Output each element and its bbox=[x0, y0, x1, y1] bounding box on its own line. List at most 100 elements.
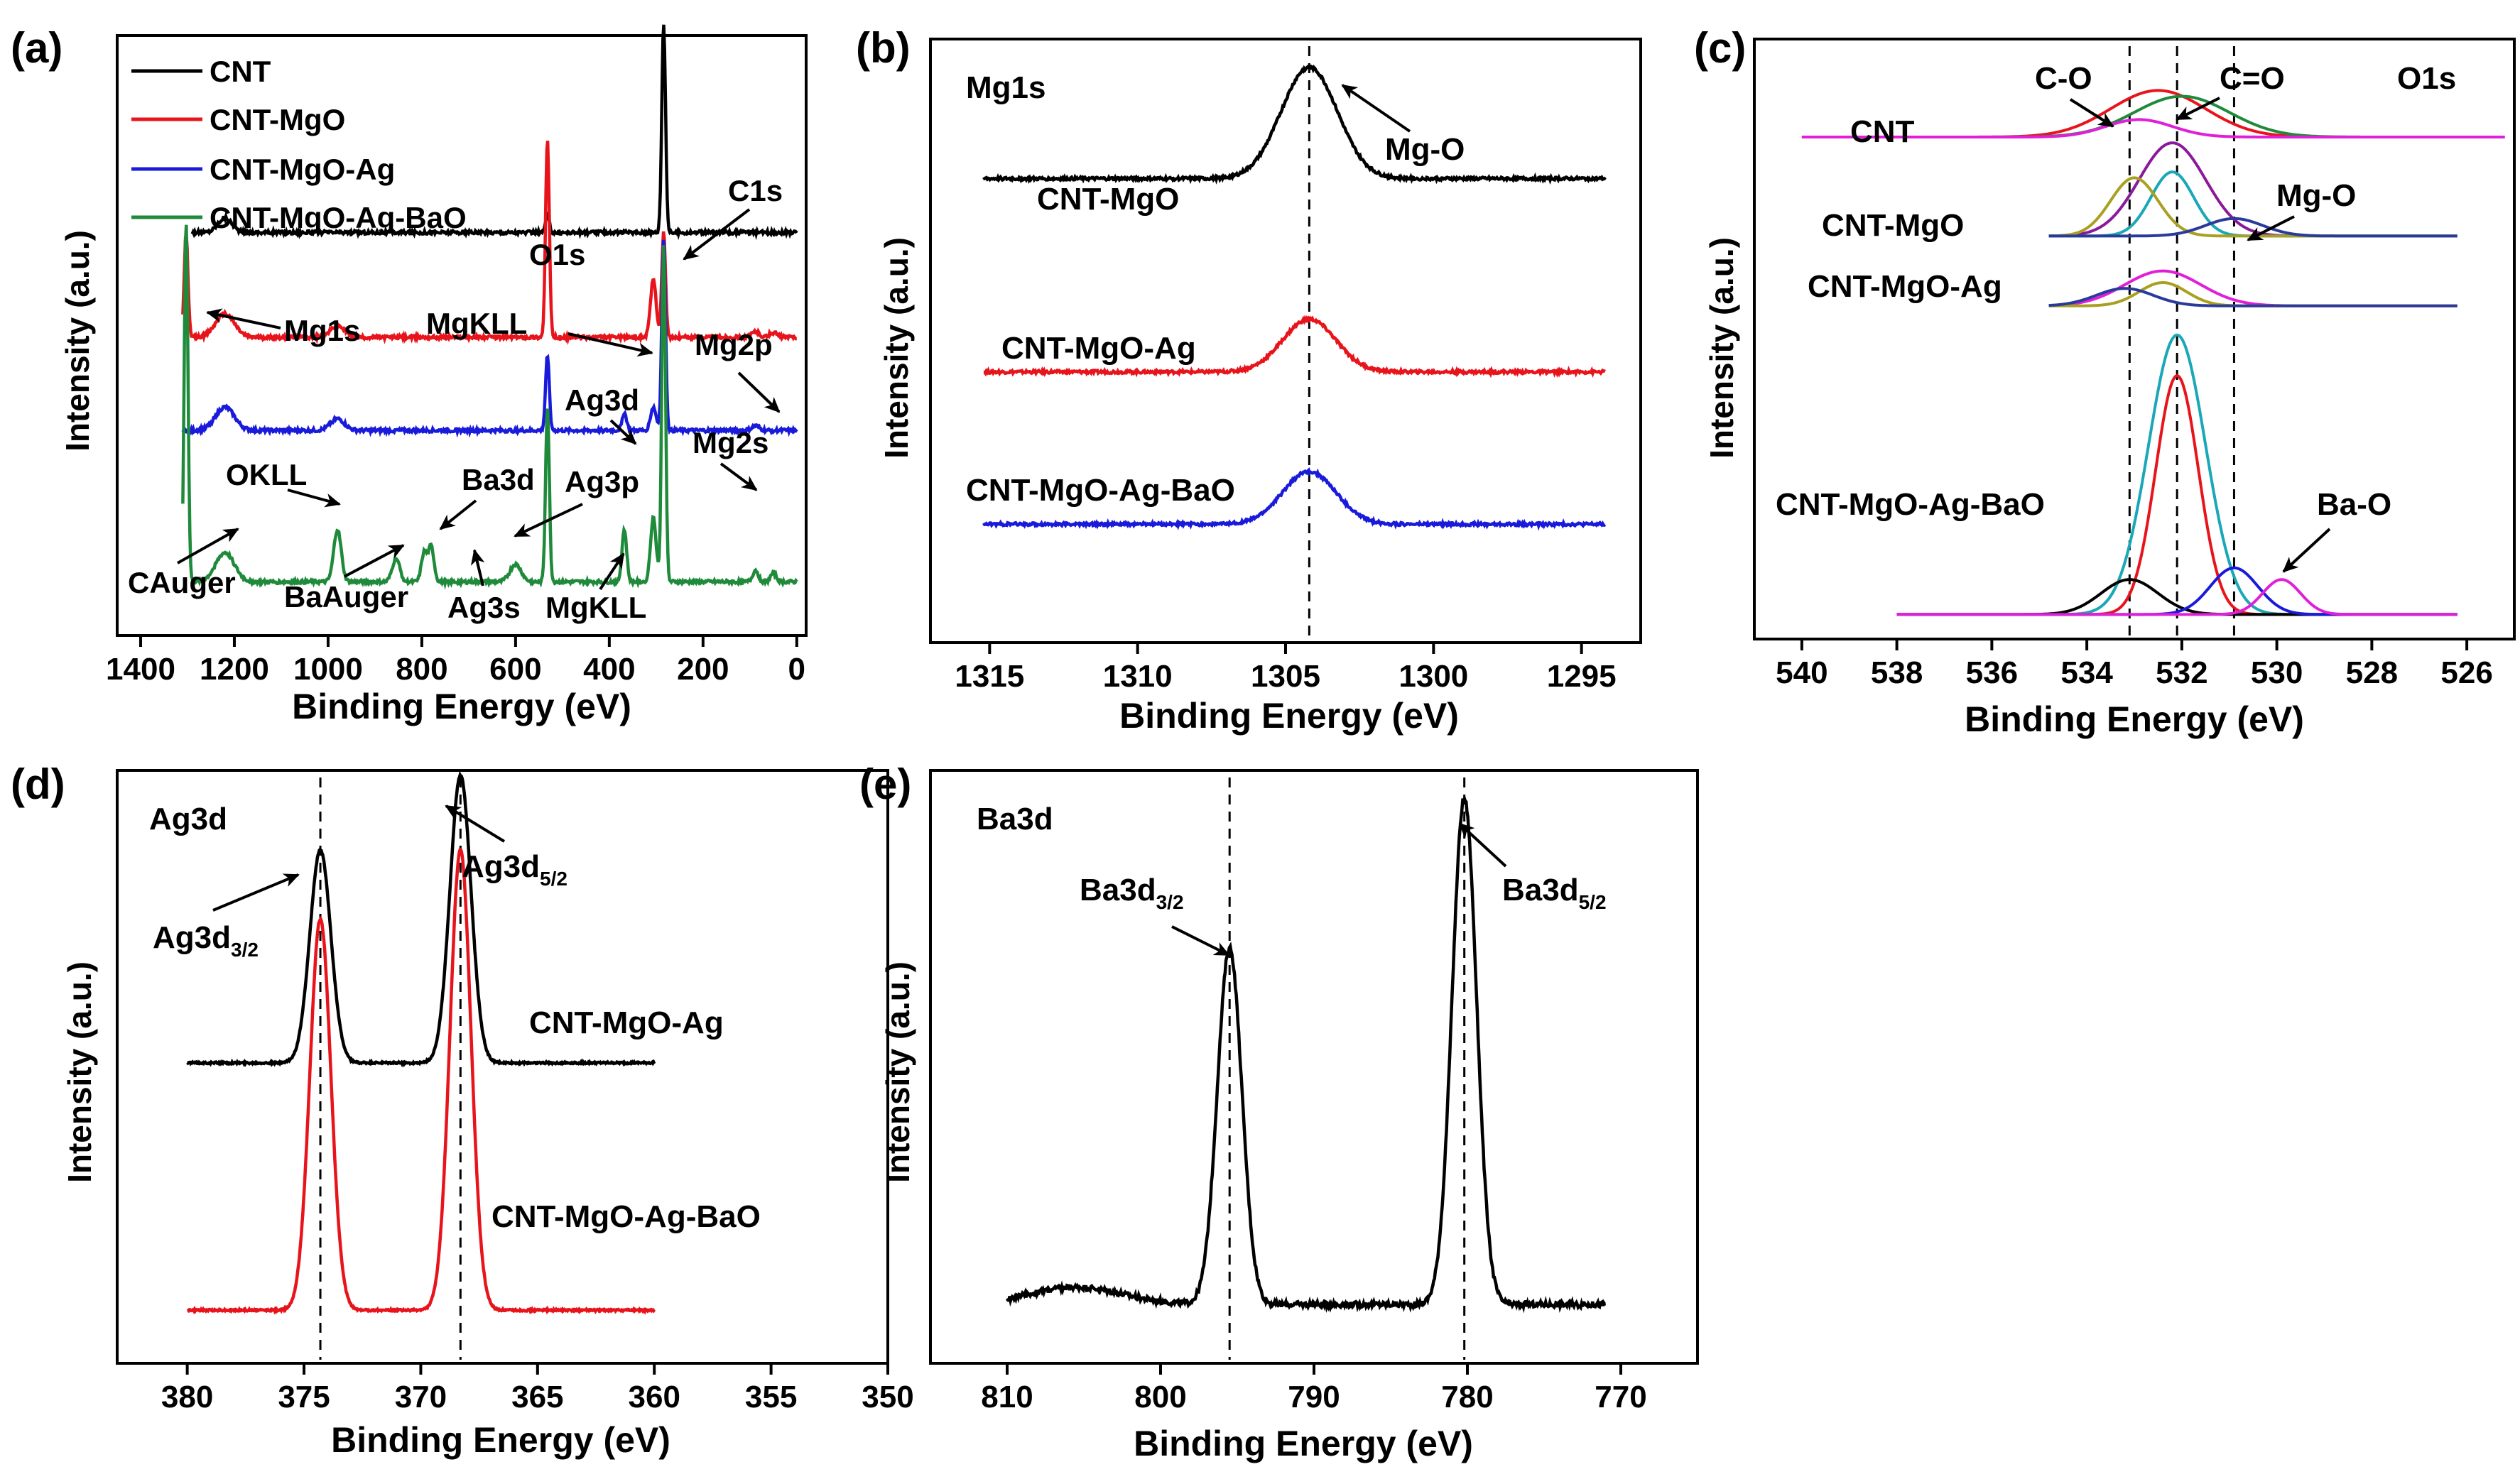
annotation-mgkll-bottom: MgKLL bbox=[545, 591, 646, 624]
x-tick-label: 600 bbox=[489, 652, 541, 687]
x-axis-label: Binding Energy (eV) bbox=[292, 687, 631, 726]
legend-label-cnt-mgo-ag-bao: CNT-MgO-Ag-BaO bbox=[210, 201, 467, 234]
panel-title: Ag3d bbox=[149, 802, 227, 836]
series-line-ba3d bbox=[1006, 795, 1607, 1314]
y-axis-label: Intensity (a.u.) bbox=[61, 961, 98, 1183]
tick-layer: 1400 1200 1000 800 600 400 200 0 bbox=[106, 635, 805, 687]
x-tick-label: 1000 bbox=[293, 652, 363, 687]
y-axis-label: Intensity (a.u.) bbox=[1703, 237, 1740, 459]
annotation-mg2p: Mg2p bbox=[695, 328, 773, 361]
x-tick-label: 380 bbox=[161, 1380, 213, 1414]
x-tick-label: 530 bbox=[2251, 655, 2303, 690]
series-line-cnt-mgo-ag bbox=[186, 770, 656, 1068]
plot-frame bbox=[929, 769, 1699, 1365]
annotation-baauger: BaAuger bbox=[284, 580, 408, 613]
panel-label: (a) bbox=[11, 24, 63, 72]
annotation-c1s: C1s bbox=[728, 174, 783, 207]
arrow-ag3d32 bbox=[212, 873, 300, 912]
x-tick-label: 1200 bbox=[200, 652, 269, 687]
legend-label-cnt-mgo: CNT-MgO bbox=[210, 103, 345, 136]
annotation-mg-o: Mg-O bbox=[1385, 132, 1465, 167]
series-layer bbox=[982, 46, 1607, 639]
x-tick-label: 528 bbox=[2346, 655, 2398, 690]
fit-component-cnt-mgo bbox=[2048, 217, 2457, 238]
annotation-mgkll-top: MgKLL bbox=[426, 307, 527, 340]
series-layer bbox=[186, 770, 656, 1360]
panel-d: 380 375 370 365 360 355 350 (d) Ag3d Intensity… bbox=[11, 760, 914, 1460]
fit-component-cnt-mgo-ag bbox=[2048, 287, 2457, 307]
series-line-cnt-mgo-ag-bao bbox=[186, 847, 656, 1315]
x-tick-label: 365 bbox=[511, 1380, 563, 1414]
x-tick-label: 370 bbox=[395, 1380, 447, 1414]
annotation-ag3d32: Ag3d3/2 bbox=[153, 920, 259, 961]
series-line-cnt-mgo bbox=[982, 64, 1607, 185]
y-axis-label: Intensity (a.u.) bbox=[879, 961, 916, 1183]
panel-title: Mg1s bbox=[966, 70, 1046, 105]
x-tick-label: 532 bbox=[2156, 655, 2207, 690]
tick-layer: 380 375 370 365 360 355 350 bbox=[161, 1363, 914, 1414]
annotation-ba3d52: Ba3d5/2 bbox=[1502, 873, 1607, 913]
x-tick-label: 1295 bbox=[1547, 659, 1617, 694]
x-tick-label: 790 bbox=[1288, 1380, 1340, 1414]
panel-label: (b) bbox=[856, 24, 911, 72]
panel-a: 1400 1200 1000 800 600 400 200 0 (a) Intensity … bbox=[11, 24, 808, 726]
panel-e: 810 800 790 780 770 (e) Ba3d Intensity (a.u.… bbox=[859, 760, 1699, 1463]
label-cnt-mgo-ag: CNT-MgO-Ag bbox=[1001, 331, 1196, 366]
y-axis-label: Intensity (a.u.) bbox=[59, 230, 96, 452]
panel-c: 540 538 536 534 532 530 528 526 (c) O1s Intensi… bbox=[1694, 24, 2516, 739]
series-line-cnt-mgo-ag-bao bbox=[982, 467, 1607, 531]
arrow-ba-o bbox=[2282, 528, 2331, 573]
legend: CNT CNT-MgO CNT-MgO-Ag CNT-MgO-Ag-BaO bbox=[131, 55, 467, 234]
annotation-okll: OKLL bbox=[226, 458, 307, 491]
x-axis-label: Binding Energy (eV) bbox=[1134, 1424, 1473, 1463]
arrow-ag3p bbox=[514, 503, 583, 538]
panel-label: (e) bbox=[859, 760, 911, 808]
arrow-mgkll-top bbox=[567, 332, 653, 357]
annotation-c-o: C-O bbox=[2035, 61, 2092, 96]
series-line-cnt-mgo bbox=[181, 141, 798, 346]
annotation-ag3d52: Ag3d5/2 bbox=[462, 849, 567, 890]
label-cnt-mgo-ag: CNT-MgO-Ag bbox=[1808, 269, 2002, 304]
x-tick-label: 1310 bbox=[1103, 659, 1173, 694]
arrow-ba3d52 bbox=[1458, 822, 1507, 868]
arrow-okll bbox=[287, 489, 341, 508]
annotation-ag3d: Ag3d bbox=[565, 383, 639, 417]
x-tick-label: 350 bbox=[862, 1380, 913, 1414]
annotation-o1s: O1s bbox=[529, 238, 585, 271]
arrow-ba3d bbox=[439, 499, 477, 530]
annotation-ba3d: Ba3d bbox=[462, 463, 535, 496]
annotation-cauger: CAuger bbox=[128, 566, 236, 599]
series-layer bbox=[1006, 778, 1607, 1360]
panel-b: 1315 1310 1305 1300 1295 (b) Mg1s Intensity … bbox=[856, 24, 1642, 736]
x-tick-label: 375 bbox=[278, 1380, 330, 1414]
x-tick-label: 534 bbox=[2060, 655, 2113, 690]
series-line-cnt bbox=[190, 24, 798, 241]
x-tick-label: 770 bbox=[1595, 1380, 1646, 1414]
x-tick-label: 810 bbox=[981, 1380, 1033, 1414]
fit-component-cnt bbox=[1801, 118, 2505, 138]
x-tick-label: 538 bbox=[1871, 655, 1923, 690]
label-cnt: CNT bbox=[1850, 114, 1915, 149]
arrow-ag3s bbox=[470, 549, 485, 586]
label-cnt-mgo: CNT-MgO bbox=[1822, 208, 1964, 243]
label-cnt-mgo-ag-bao: CNT-MgO-Ag-BaO bbox=[966, 473, 1235, 508]
arrow-mg2p bbox=[737, 371, 781, 413]
arrow-mg2s bbox=[719, 462, 758, 491]
label-cnt-mgo-ag-bao: CNT-MgO-Ag-BaO bbox=[1776, 487, 2045, 522]
label-cnt-mgo: CNT-MgO bbox=[1037, 182, 1179, 217]
annotation-c-eq-o: C=O bbox=[2220, 61, 2285, 96]
tick-layer: 1315 1310 1305 1300 1295 bbox=[955, 643, 1617, 694]
arrow-ba3d32 bbox=[1171, 925, 1230, 956]
x-tick-label: 800 bbox=[1134, 1380, 1186, 1414]
annotation-ag3p: Ag3p bbox=[565, 465, 639, 498]
series-line-cnt-mgo-ag bbox=[181, 239, 798, 438]
x-tick-label: 780 bbox=[1441, 1380, 1493, 1414]
series-line-cnt-mgo-ag-bao bbox=[181, 224, 798, 590]
panel-label: (c) bbox=[1694, 24, 1746, 72]
tick-layer: 810 800 790 780 770 bbox=[981, 1363, 1647, 1414]
legend-label-cnt: CNT bbox=[210, 55, 271, 88]
arrow-cauger bbox=[177, 528, 239, 564]
x-axis-label: Binding Energy (eV) bbox=[331, 1420, 670, 1460]
series-line-cnt-mgo-ag bbox=[983, 315, 1606, 378]
